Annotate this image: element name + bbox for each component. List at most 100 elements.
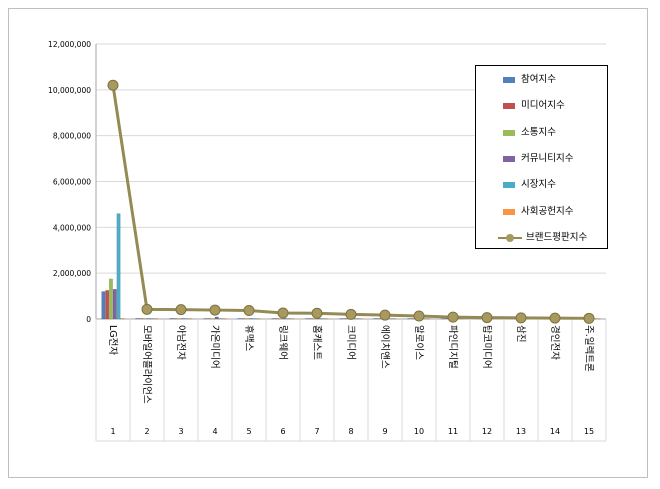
category-brand-label: 가온미디어: [209, 325, 220, 369]
bar-사회공헌지수-6: [290, 318, 295, 320]
brand-reputation-marker: [243, 305, 255, 317]
legend-swatch: [503, 208, 515, 215]
category-rank-label: 11: [448, 427, 458, 436]
bar-소통지수-6: [279, 318, 283, 320]
category-brand-label: 파인디지털: [447, 325, 459, 369]
bar-사회공헌지수-7: [324, 318, 329, 320]
legend-item: 미디어지수: [476, 98, 607, 114]
bar-소통지수-2: [143, 318, 147, 320]
y-tick-label: 6,000,000: [53, 178, 91, 187]
category-brand-label: 삼진: [515, 325, 526, 342]
category-brand-label: 아남전자: [175, 325, 186, 360]
legend-item: 참여지수: [476, 72, 607, 88]
brand-reputation-marker: [141, 303, 153, 315]
bar-시장지수-2: [150, 318, 155, 320]
y-tick-label: 10,000,000: [48, 86, 91, 95]
bar-사회공헌지수-1: [120, 318, 125, 320]
y-tick-label: 0: [86, 315, 91, 324]
category-rank-label: 15: [584, 427, 594, 436]
bar-미디어지수-2: [139, 318, 144, 320]
bar-커뮤니티지수-1: [112, 289, 117, 320]
category-brand-label: 주.일렉트론: [583, 325, 594, 372]
y-tick-label: 2,000,000: [53, 269, 91, 278]
category-rank-label: 8: [348, 427, 353, 436]
legend-swatch: [503, 129, 515, 136]
bar-시장지수-4: [218, 318, 223, 320]
category-brand-label: 탑코미디어: [481, 325, 493, 369]
category-brand-label: 휴맥스: [243, 325, 254, 351]
category-brand-label: 링크웨어: [277, 325, 289, 360]
legend-label: 미디어지수: [521, 100, 565, 112]
category-rank-label: 2: [144, 427, 149, 436]
brand-reputation-marker: [209, 304, 221, 316]
bar-사회공헌지수-3: [188, 318, 193, 320]
bar-참여지수-2: [135, 318, 140, 320]
category-rank-label: 10: [414, 427, 424, 436]
bar-사회공헌지수-4: [222, 318, 227, 320]
bar-시장지수-3: [184, 318, 189, 320]
category-brand-label: 모바일어플라이언스: [141, 325, 153, 404]
brand-reputation-marker: [549, 312, 561, 324]
bar-시장지수-5: [252, 318, 257, 320]
legend-item: 소통지수: [476, 125, 607, 141]
bar-사회공헌지수-5: [256, 318, 261, 320]
bar-사회공헌지수-9: [392, 318, 397, 320]
bar-시장지수-7: [320, 318, 325, 320]
bar-사회공헌지수-10: [426, 318, 431, 320]
bar-미디어지수-3: [173, 318, 178, 320]
y-tick-label: 4,000,000: [53, 223, 91, 232]
brand-reputation-marker: [345, 308, 357, 320]
bar-커뮤니티지수-2: [146, 318, 151, 320]
chart-canvas: 0 2,000,000 4,000,000 6,000,000 8,000,000 10,…: [48, 40, 607, 442]
bar-커뮤니티지수-4: [214, 316, 219, 320]
legend-label: 커뮤니티지수: [521, 152, 574, 164]
category-brand-label: 크미디어: [345, 325, 356, 360]
legend-item: 브랜드평판지수: [476, 230, 607, 246]
category-rank-label: 6: [280, 427, 285, 436]
bar-미디어지수-1: [105, 290, 110, 320]
bar-참여지수-7: [305, 318, 310, 320]
bar-미디어지수-7: [309, 318, 314, 320]
category-brand-label: LG전자: [107, 325, 118, 355]
brand-reputation-marker: [515, 312, 527, 324]
brand-reputation-marker: [583, 312, 595, 324]
brand-reputation-marker: [447, 311, 459, 323]
bar-커뮤니티지수-6: [282, 318, 287, 320]
category-rank-label: 1: [110, 427, 115, 436]
brand-reputation-marker: [175, 304, 187, 316]
category-brand-label: 알로이스: [413, 325, 424, 360]
bar-소통지수-4: [211, 318, 215, 320]
bar-참여지수-10: [407, 318, 412, 320]
legend-label: 사회공헌지수: [521, 205, 574, 217]
bar-미디어지수-4: [207, 318, 212, 320]
category-rank-label: 7: [314, 427, 319, 436]
legend-swatch: [503, 77, 515, 83]
legend-label: 시장지수: [521, 179, 556, 191]
bar-참여지수-11: [441, 318, 446, 320]
bar-사회공헌지수-2: [154, 318, 159, 320]
brand-reputation-marker: [107, 79, 119, 91]
category-brand-label: 경인전자: [549, 325, 561, 360]
legend-item: 시장지수: [476, 177, 607, 193]
bar-시장지수-6: [286, 318, 291, 320]
category-rank-label: 3: [178, 427, 183, 436]
category-rank-label: 5: [246, 427, 251, 436]
legend-label: 브랜드평판지수: [526, 231, 588, 243]
y-tick-label: 12,000,000: [48, 40, 91, 49]
bar-참여지수-6: [271, 318, 276, 320]
category-rank-label: 13: [516, 427, 526, 436]
brand-reputation-marker: [481, 312, 493, 324]
bar-소통지수-3: [177, 318, 181, 320]
brand-reputation-marker: [379, 309, 391, 321]
bar-참여지수-1: [101, 291, 106, 320]
bar-미디어지수-5: [241, 318, 246, 320]
legend-swatch: [503, 103, 515, 110]
y-tick-label: 8,000,000: [53, 132, 91, 141]
bar-참여지수-9: [373, 318, 378, 320]
category-rank-label: 14: [550, 427, 560, 436]
bar-시장지수-8: [354, 318, 359, 320]
bar-미디어지수-9: [377, 318, 382, 320]
bar-사회공헌지수-8: [358, 318, 363, 320]
category-brand-label: 홈캐스트: [311, 325, 323, 360]
